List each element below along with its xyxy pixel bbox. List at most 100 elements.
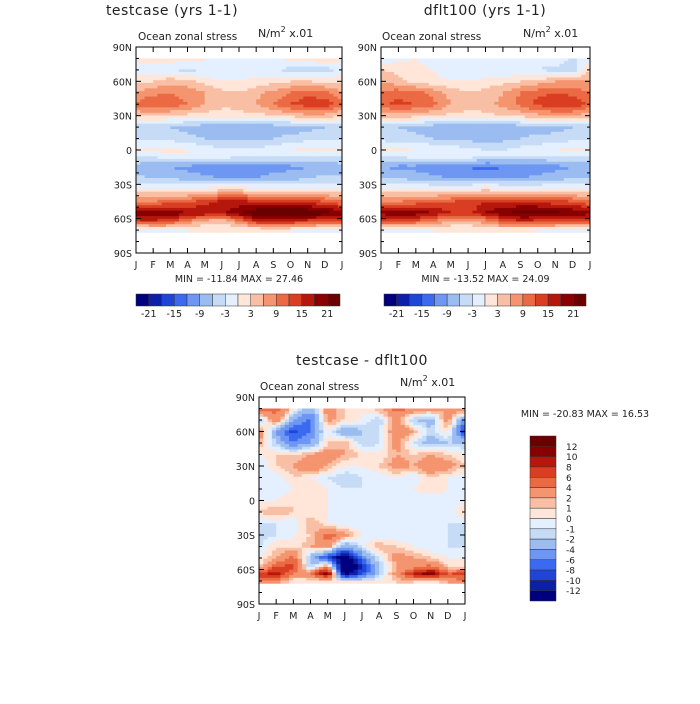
heatmap-cell <box>329 88 334 91</box>
heatmap-cell <box>312 121 317 124</box>
heatmap-cell <box>529 91 534 94</box>
heatmap-cell <box>398 69 403 72</box>
heatmap-cell <box>145 181 150 184</box>
heatmap-cell <box>230 69 235 72</box>
heatmap-cell <box>200 88 205 91</box>
heatmap-cell <box>308 86 313 89</box>
heatmap-cell <box>166 113 171 116</box>
heatmap-cell <box>153 58 158 61</box>
heatmap-cell <box>183 151 188 154</box>
heatmap-cell <box>385 140 390 143</box>
heatmap-cell <box>188 83 193 86</box>
heatmap-cell <box>213 230 218 233</box>
heatmap-cell <box>265 181 270 184</box>
heatmap-cell <box>170 173 175 176</box>
heatmap-cell <box>226 148 231 151</box>
heatmap-cell <box>265 173 270 176</box>
heatmap-cell <box>188 186 193 189</box>
heatmap-cell <box>196 86 201 89</box>
heatmap-cell <box>299 124 304 127</box>
heatmap-cell <box>407 121 412 124</box>
heatmap-cell <box>455 83 460 86</box>
heatmap-cell <box>256 107 261 110</box>
heatmap-cell <box>200 203 205 206</box>
heatmap-cell <box>312 170 317 173</box>
heatmap-cell <box>166 183 171 186</box>
heatmap-cell <box>321 178 326 181</box>
heatmap-cell <box>248 140 253 143</box>
heatmap-cell <box>170 205 175 208</box>
heatmap-cell <box>494 58 499 61</box>
heatmap-cell <box>175 189 180 192</box>
heatmap-cell <box>325 91 330 94</box>
heatmap-cell <box>321 183 326 186</box>
heatmap-cell <box>183 64 188 67</box>
heatmap-cell <box>555 99 560 102</box>
heatmap-cell <box>205 200 210 203</box>
heatmap-cell <box>295 175 300 178</box>
heatmap-cell <box>529 94 534 97</box>
heatmap-cell <box>481 94 486 97</box>
heatmap-cell <box>162 189 167 192</box>
heatmap-cell <box>179 99 184 102</box>
heatmap-cell <box>499 61 504 64</box>
heatmap-cell <box>209 124 214 127</box>
heatmap-cell <box>175 192 180 195</box>
heatmap-cell <box>316 143 321 146</box>
heatmap-cell <box>464 99 469 102</box>
heatmap-cell <box>312 227 317 230</box>
heatmap-cell <box>243 75 248 78</box>
heatmap-cell <box>407 97 412 100</box>
heatmap-cell <box>226 83 231 86</box>
heatmap-cell <box>499 91 504 94</box>
heatmap-cell <box>265 230 270 233</box>
heatmap-cell <box>218 88 223 91</box>
heatmap-cell <box>555 80 560 83</box>
heatmap-cell <box>273 194 278 197</box>
heatmap-cell <box>538 151 543 154</box>
heatmap-cell <box>260 132 265 135</box>
heatmap-cell <box>403 126 408 129</box>
heatmap-cell <box>243 154 248 157</box>
heatmap-cell <box>222 61 227 64</box>
heatmap-cell <box>333 107 338 110</box>
heatmap-cell <box>291 91 296 94</box>
heatmap-cell <box>295 75 300 78</box>
heatmap-cell <box>140 77 145 80</box>
heatmap-cell <box>243 69 248 72</box>
heatmap-cell <box>278 77 283 80</box>
heatmap-cell <box>316 132 321 135</box>
heatmap-cell <box>433 64 438 67</box>
heatmap-cell <box>273 200 278 203</box>
heatmap-cell <box>316 113 321 116</box>
heatmap-cell <box>166 145 171 148</box>
heatmap-cell <box>273 88 278 91</box>
heatmap-cell <box>546 75 551 78</box>
heatmap-cell <box>273 208 278 211</box>
heatmap-cell <box>295 83 300 86</box>
heatmap-cell <box>325 129 330 132</box>
heatmap-cell <box>398 75 403 78</box>
heatmap-cell <box>166 178 171 181</box>
heatmap-cell <box>273 156 278 159</box>
heatmap-cell <box>329 186 334 189</box>
heatmap-cell <box>564 129 569 132</box>
heatmap-cell <box>209 200 214 203</box>
heatmap-cell <box>286 219 291 222</box>
heatmap-cell <box>312 159 317 162</box>
heatmap-cell <box>494 99 499 102</box>
heatmap-cell <box>451 58 456 61</box>
heatmap-cell <box>385 91 390 94</box>
heatmap-cell <box>265 137 270 140</box>
heatmap-cell <box>248 175 253 178</box>
heatmap-cell <box>425 154 430 157</box>
heatmap-cell <box>477 67 482 70</box>
heatmap-cell <box>205 91 210 94</box>
heatmap-cell <box>291 230 296 233</box>
heatmap-cell <box>205 159 210 162</box>
heatmap-cell <box>235 102 240 105</box>
heatmap-cell <box>325 194 330 197</box>
heatmap-cell <box>230 203 235 206</box>
heatmap-cell <box>175 211 180 214</box>
heatmap-cell <box>205 116 210 119</box>
